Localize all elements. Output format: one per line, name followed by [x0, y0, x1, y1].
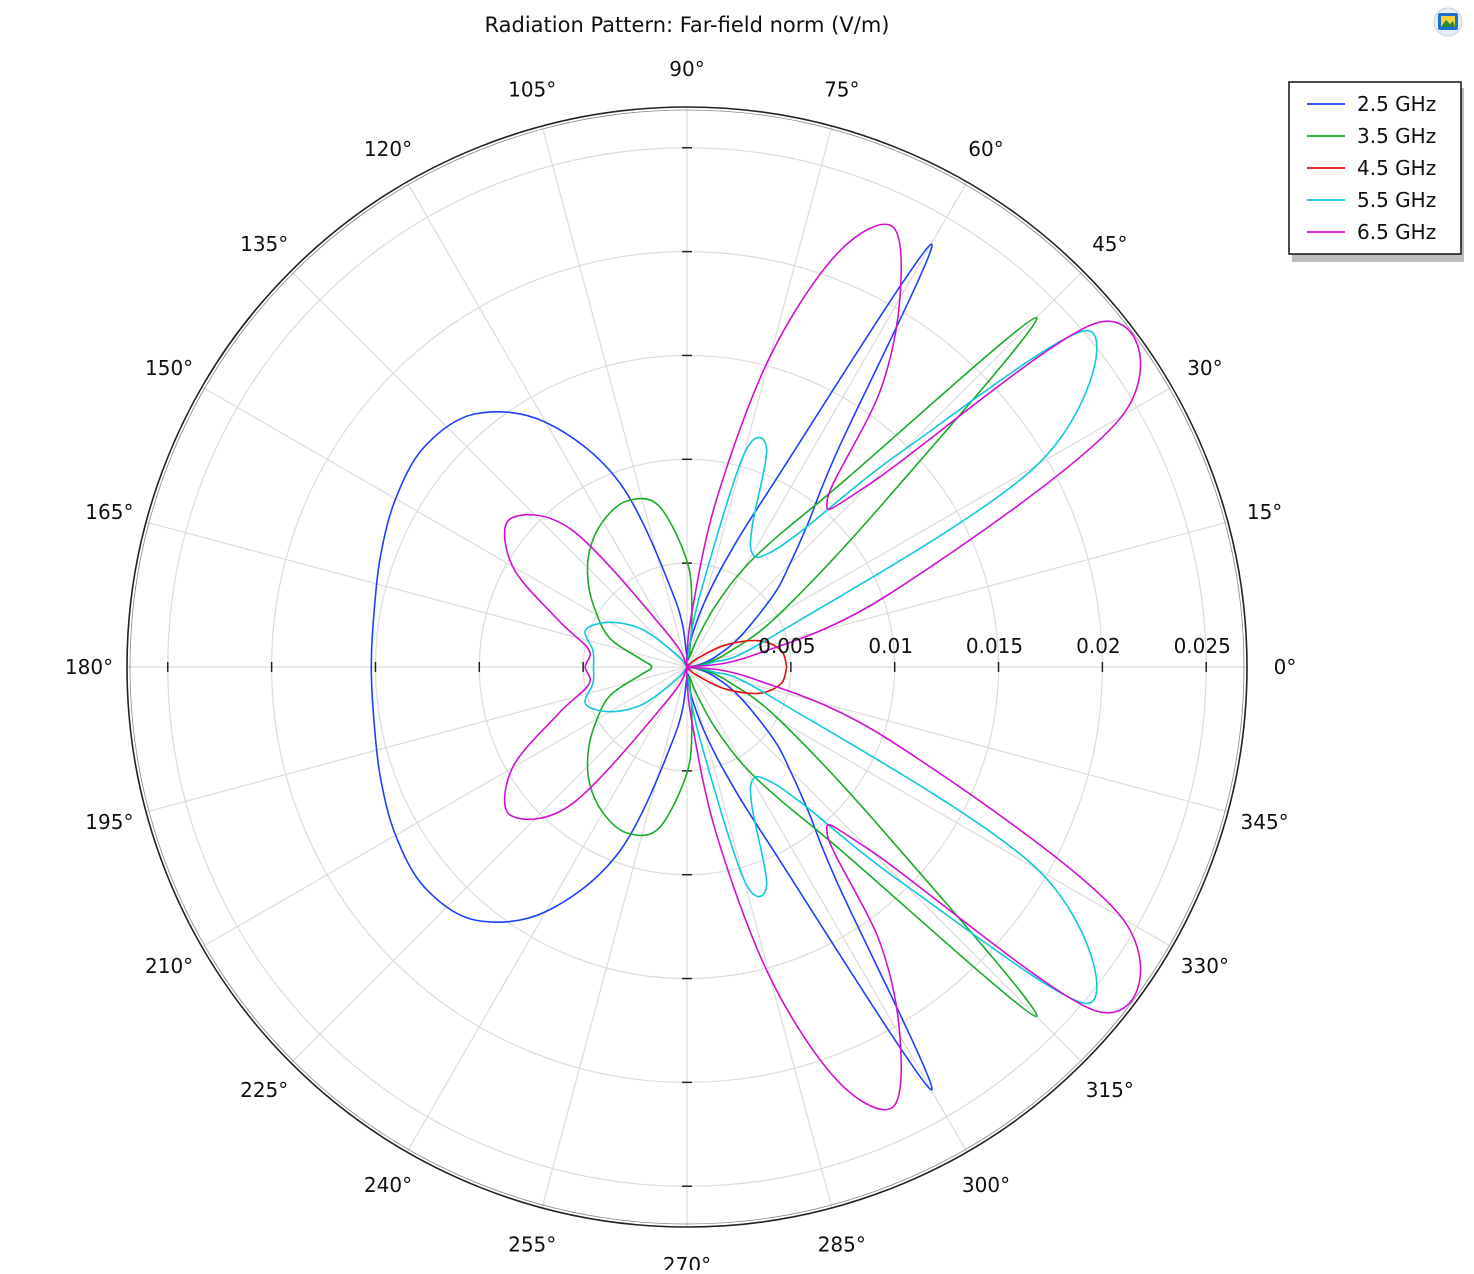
angular-grid-spoke — [145, 521, 688, 668]
angle-tick-label: 15° — [1247, 500, 1282, 524]
angle-tick-label: 120° — [364, 137, 412, 161]
angle-tick-label: 345° — [1241, 810, 1289, 834]
angular-grid-spoke — [686, 521, 1229, 668]
series-line-6-5-ghz — [503, 223, 1142, 1111]
angle-tick-label: 150° — [145, 356, 193, 380]
outer-boundary — [126, 106, 1248, 1228]
angular-grid-spoke — [541, 666, 688, 1209]
angle-tick-label: 180° — [65, 655, 113, 679]
angular-grid-spoke — [145, 666, 688, 813]
angle-tick-label: 195° — [85, 810, 133, 834]
angular-grid-spoke — [406, 666, 688, 1153]
angle-tick-label: 90° — [669, 57, 704, 81]
series-line-3-5-ghz — [586, 316, 1038, 1018]
legend: 2.5 GHz 3.5 GHz 4.5 GHz 5.5 GHz 6.5 GHz — [1288, 81, 1464, 262]
angle-tick-label: 135° — [240, 232, 288, 256]
chart-title: Radiation Pattern: Far-field norm (V/m) — [485, 13, 890, 37]
radial-tick-label: 0.02 — [1076, 634, 1121, 658]
radial-tick-label: 0.005 — [758, 634, 815, 658]
angle-tick-label: 315° — [1086, 1078, 1134, 1102]
angular-grid-spoke — [201, 386, 688, 668]
angular-grid-spoke — [686, 666, 833, 1209]
angle-tick-label: 330° — [1181, 954, 1229, 978]
legend-label: 2.5 GHz — [1357, 92, 1436, 116]
legend-label: 5.5 GHz — [1357, 188, 1436, 212]
angle-tick-label: 300° — [962, 1173, 1010, 1197]
angular-grid-spoke — [686, 270, 1084, 668]
angular-grid-spoke — [406, 181, 688, 668]
angular-grid-spoke — [686, 666, 1084, 1064]
angular-grid-spoke — [686, 666, 1173, 948]
angular-grid-spoke — [686, 125, 833, 668]
radial-tick-label: 0.025 — [1174, 634, 1231, 658]
series-line-5-5-ghz — [584, 329, 1098, 1005]
angle-tick-label: 75° — [824, 77, 859, 101]
radial-tick-label: 0.015 — [966, 634, 1023, 658]
angle-tick-label: 225° — [240, 1078, 288, 1102]
legend-label: 3.5 GHz — [1357, 124, 1436, 148]
angle-tick-label: 210° — [145, 954, 193, 978]
legend-label: 4.5 GHz — [1357, 156, 1436, 180]
series-group — [370, 223, 1142, 1111]
angle-tick-label: 255° — [508, 1233, 556, 1257]
angular-grid-spoke — [290, 270, 688, 668]
angular-grid-spoke — [686, 386, 1173, 668]
angular-grid-spoke — [290, 666, 688, 1064]
angle-tick-label: 165° — [85, 500, 133, 524]
axis-labels: 0° 15° 30° 45° 60° 75° 90° 105° 120° 135° 150° 165°… — [65, 57, 1297, 1274]
radial-tick-label: 0.01 — [868, 634, 913, 658]
angular-grid-spoke — [686, 666, 1229, 813]
angle-tick-label: 285° — [818, 1233, 866, 1257]
angle-tick-label: 0° — [1274, 655, 1297, 679]
export-image-icon[interactable] — [1433, 7, 1463, 37]
angular-grid-spoke — [686, 666, 968, 1153]
angle-tick-label: 240° — [364, 1173, 412, 1197]
angle-tick-label: 105° — [508, 77, 556, 101]
angle-tick-label: 30° — [1187, 356, 1222, 380]
angle-tick-label: 270° — [663, 1253, 711, 1270]
angular-grid-spoke — [541, 125, 688, 668]
series-line-2-5-ghz — [370, 243, 933, 1091]
angular-grid-spoke — [201, 666, 688, 948]
legend-label: 6.5 GHz — [1357, 220, 1436, 244]
angle-tick-label: 60° — [968, 137, 1003, 161]
outer-boundary-inner — [129, 109, 1245, 1225]
angle-tick-label: 45° — [1092, 232, 1127, 256]
angular-grid-spoke — [686, 181, 968, 668]
